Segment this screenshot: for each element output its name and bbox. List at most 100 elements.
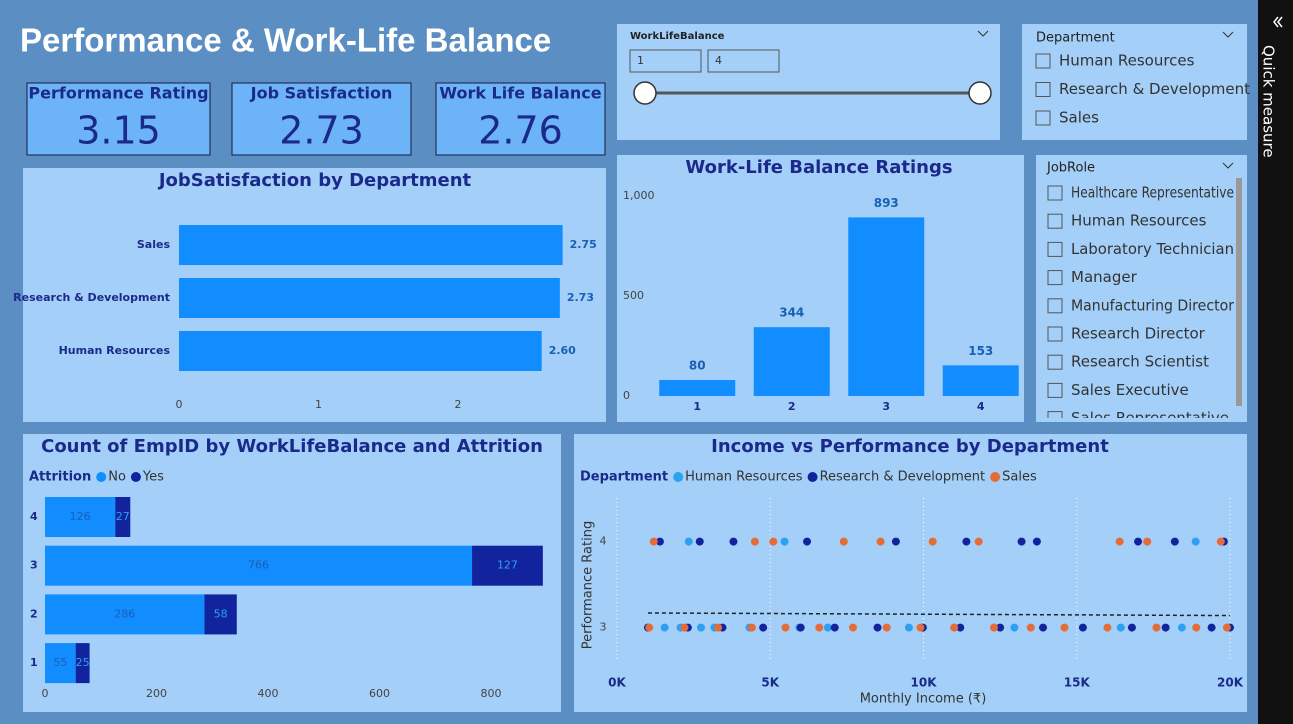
- point[interactable]: [1115, 537, 1124, 546]
- point[interactable]: [1177, 623, 1186, 632]
- point[interactable]: [1060, 623, 1069, 632]
- bar-segment[interactable]: [45, 594, 205, 635]
- bar[interactable]: [179, 225, 563, 265]
- bar-segment[interactable]: [45, 643, 76, 684]
- slider-handle[interactable]: [633, 81, 657, 105]
- point[interactable]: [803, 537, 812, 546]
- point[interactable]: [1207, 623, 1216, 632]
- slicer-item[interactable]: Manager: [1071, 268, 1138, 286]
- point[interactable]: [750, 537, 759, 546]
- point[interactable]: [781, 623, 790, 632]
- checkbox[interactable]: [1047, 298, 1063, 314]
- point[interactable]: [714, 623, 723, 632]
- checkbox[interactable]: [1047, 270, 1063, 286]
- point[interactable]: [1010, 623, 1019, 632]
- point[interactable]: [660, 623, 669, 632]
- point[interactable]: [695, 537, 704, 546]
- bar[interactable]: [659, 380, 736, 396]
- bar-segment[interactable]: [45, 545, 473, 586]
- point[interactable]: [697, 623, 706, 632]
- slicer-item[interactable]: Healthcare Representative: [1071, 184, 1234, 202]
- checkbox[interactable]: [1035, 53, 1051, 69]
- checkbox[interactable]: [1047, 354, 1063, 370]
- point[interactable]: [996, 623, 1005, 632]
- slicer-item[interactable]: Research & Development: [1059, 80, 1250, 98]
- checkbox[interactable]: [1047, 185, 1063, 201]
- dropdown-icon[interactable]: [1222, 162, 1234, 169]
- slicer-item[interactable]: Sales Representative: [1071, 409, 1229, 427]
- bar[interactable]: [179, 331, 542, 371]
- bar-segment[interactable]: [75, 643, 90, 684]
- point[interactable]: [962, 537, 971, 546]
- range-input[interactable]: [629, 49, 702, 73]
- point[interactable]: [655, 537, 664, 546]
- point[interactable]: [1152, 623, 1161, 632]
- point[interactable]: [950, 623, 959, 632]
- bar-segment[interactable]: [472, 545, 543, 586]
- legend-label[interactable]: Human Resources: [685, 470, 803, 485]
- bar[interactable]: [942, 365, 1019, 396]
- point[interactable]: [649, 537, 658, 546]
- collapse-icon[interactable]: [1277, 16, 1283, 28]
- bar[interactable]: [848, 217, 925, 396]
- slicer-item[interactable]: Human Resources: [1071, 212, 1207, 230]
- point[interactable]: [1191, 537, 1200, 546]
- bar-segment[interactable]: [204, 594, 237, 635]
- point[interactable]: [873, 623, 882, 632]
- collapse-icon[interactable]: [1273, 16, 1279, 28]
- side-panel[interactable]: [1258, 0, 1293, 724]
- point[interactable]: [1017, 537, 1026, 546]
- point[interactable]: [1026, 623, 1035, 632]
- range-input[interactable]: [707, 49, 780, 73]
- point[interactable]: [1143, 537, 1152, 546]
- point[interactable]: [1170, 537, 1179, 546]
- point[interactable]: [1161, 623, 1170, 632]
- point[interactable]: [830, 623, 839, 632]
- checkbox[interactable]: [1047, 382, 1063, 398]
- checkbox[interactable]: [1047, 411, 1063, 426]
- bar[interactable]: [753, 327, 830, 396]
- point[interactable]: [928, 537, 937, 546]
- slider-handle[interactable]: [968, 81, 992, 105]
- checkbox[interactable]: [1047, 241, 1063, 257]
- legend-label[interactable]: Yes: [142, 470, 164, 485]
- point[interactable]: [882, 623, 891, 632]
- point[interactable]: [1116, 623, 1125, 632]
- point[interactable]: [904, 623, 913, 632]
- point[interactable]: [876, 537, 885, 546]
- legend-label[interactable]: No: [108, 470, 126, 485]
- point[interactable]: [769, 537, 778, 546]
- point[interactable]: [974, 537, 983, 546]
- point[interactable]: [796, 623, 805, 632]
- range-value[interactable]: 1: [637, 54, 644, 67]
- slicer-item[interactable]: Research Scientist: [1071, 353, 1209, 371]
- point[interactable]: [1192, 623, 1201, 632]
- point[interactable]: [1078, 623, 1087, 632]
- point[interactable]: [645, 623, 654, 632]
- point[interactable]: [989, 623, 998, 632]
- point[interactable]: [849, 623, 858, 632]
- point[interactable]: [684, 537, 693, 546]
- slicer-item[interactable]: Sales: [1059, 109, 1099, 127]
- point[interactable]: [956, 623, 965, 632]
- point[interactable]: [815, 623, 824, 632]
- slicer-item[interactable]: Manufacturing Director: [1071, 296, 1235, 314]
- bar-segment[interactable]: [45, 497, 116, 537]
- point[interactable]: [780, 537, 789, 546]
- point[interactable]: [891, 537, 900, 546]
- legend-label[interactable]: Research & Development: [820, 470, 986, 485]
- point[interactable]: [747, 623, 756, 632]
- point[interactable]: [916, 623, 925, 632]
- dropdown-icon[interactable]: [1222, 31, 1234, 38]
- side-panel-label[interactable]: Quick measure: [1260, 45, 1278, 158]
- point[interactable]: [1039, 623, 1048, 632]
- range-value[interactable]: 4: [715, 54, 722, 67]
- point[interactable]: [1103, 623, 1112, 632]
- point[interactable]: [1127, 623, 1136, 632]
- point[interactable]: [759, 623, 768, 632]
- point[interactable]: [1216, 537, 1225, 546]
- dropdown-icon[interactable]: [977, 30, 989, 37]
- point[interactable]: [1134, 537, 1143, 546]
- point[interactable]: [1222, 623, 1231, 632]
- checkbox[interactable]: [1047, 213, 1063, 229]
